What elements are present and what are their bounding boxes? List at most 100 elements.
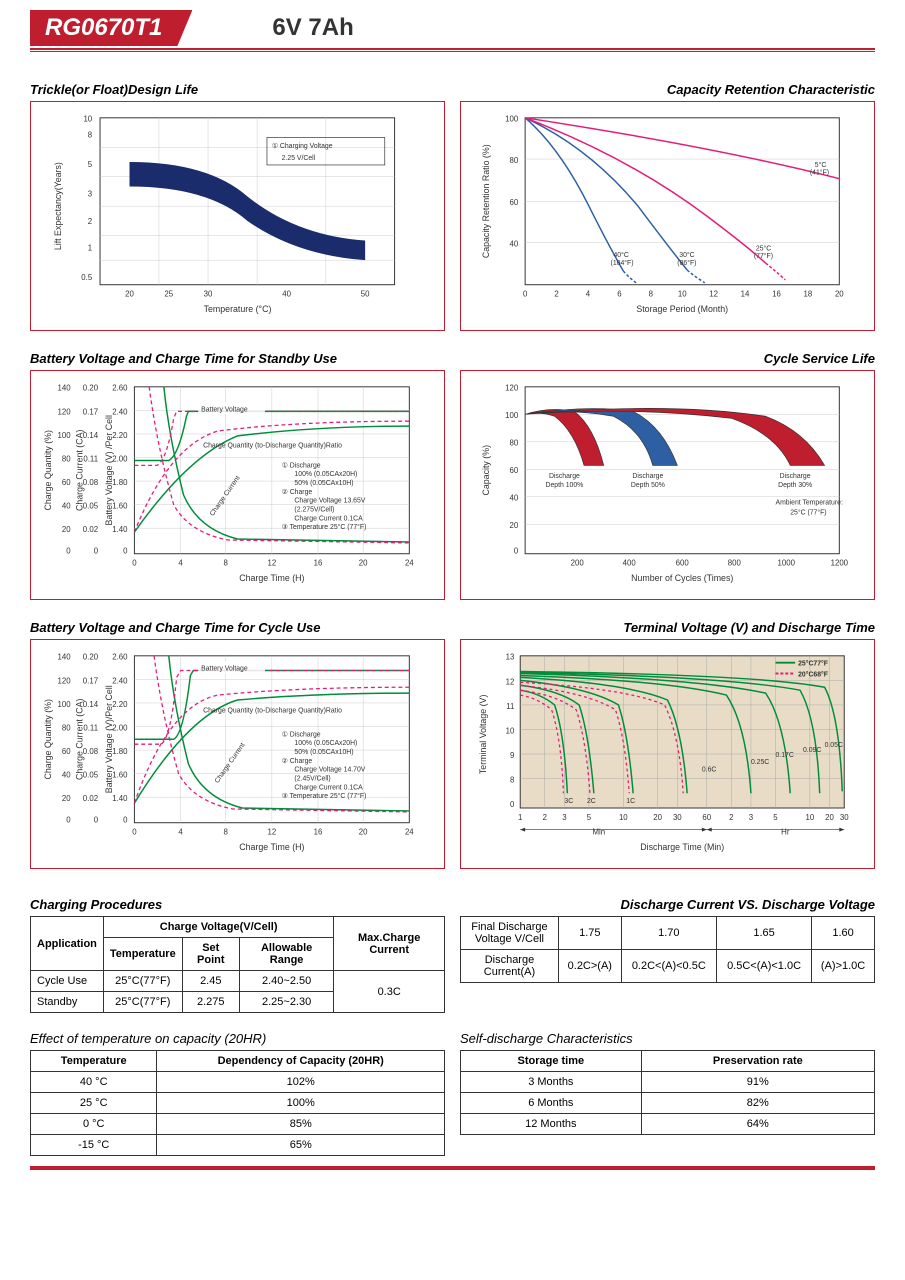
svg-text:2.20: 2.20 [112, 700, 128, 709]
svg-text:12: 12 [267, 559, 276, 568]
svg-text:Battery Voltage (V)/Per Cell: Battery Voltage (V)/Per Cell [104, 685, 114, 793]
svg-text:Charge Voltage 14.70V: Charge Voltage 14.70V [294, 767, 365, 774]
svg-text:(104°F): (104°F) [611, 259, 634, 267]
table-row: Cycle Use 25°C(77°F) 2.45 2.40~2.50 0.3C [31, 971, 445, 992]
svg-text:3C: 3C [564, 798, 573, 805]
svg-text:0.05C: 0.05C [825, 742, 843, 749]
header: RG0670T1 6V 7Ah [30, 10, 875, 52]
svg-text:25: 25 [164, 290, 173, 299]
th-allowable: Allowable Range [239, 938, 334, 971]
svg-text:60: 60 [62, 747, 71, 756]
svg-text:Battery Voltage: Battery Voltage [201, 406, 248, 413]
svg-text:140: 140 [57, 384, 71, 393]
svg-text:8: 8 [649, 290, 654, 299]
svg-text:6: 6 [617, 290, 622, 299]
svg-text:Min: Min [592, 828, 605, 837]
svg-text:0.17: 0.17 [83, 407, 98, 416]
svg-text:Charge Quantity (%): Charge Quantity (%) [43, 699, 53, 780]
svg-text:9: 9 [510, 751, 514, 760]
table-row: 6 Months82% [461, 1093, 875, 1114]
svg-text:10: 10 [83, 115, 92, 124]
svg-text:25°C77°F: 25°C77°F [798, 660, 828, 668]
spec-text: 6V 7Ah [272, 14, 353, 42]
svg-text:100% (0.05CAx20H): 100% (0.05CAx20H) [294, 740, 357, 747]
title-charging-proc: Charging Procedures [30, 897, 445, 912]
svg-text:2.40: 2.40 [112, 676, 128, 685]
svg-text:Charge Time (H): Charge Time (H) [239, 842, 304, 852]
svg-text:8: 8 [224, 828, 229, 837]
svg-text:0: 0 [132, 828, 137, 837]
svg-text:2: 2 [729, 813, 733, 822]
svg-text:Ambient Temperature:: Ambient Temperature: [776, 500, 843, 507]
svg-text:Lift Expectancy(Years): Lift Expectancy(Years) [53, 162, 63, 250]
svg-text:① Discharge: ① Discharge [282, 461, 321, 469]
svg-text:Depth 50%: Depth 50% [631, 482, 665, 489]
svg-text:20: 20 [510, 521, 519, 530]
svg-text:Charge Quantity (to-Discharge: Charge Quantity (to-Discharge Quantity)R… [203, 708, 342, 715]
svg-text:20: 20 [62, 794, 71, 803]
svg-text:0.05: 0.05 [83, 502, 99, 511]
svg-text:Discharge: Discharge [780, 473, 811, 480]
svg-text:20: 20 [825, 813, 834, 822]
svg-text:0.02: 0.02 [83, 525, 98, 534]
svg-text:2.00: 2.00 [112, 723, 128, 732]
svg-text:1.80: 1.80 [112, 478, 128, 487]
svg-text:600: 600 [676, 559, 690, 568]
svg-text:4: 4 [178, 559, 183, 568]
svg-text:20: 20 [359, 828, 368, 837]
svg-text:80: 80 [510, 156, 519, 165]
svg-text:Charge Current (CA): Charge Current (CA) [74, 429, 84, 511]
svg-text:Depth 30%: Depth 30% [778, 482, 812, 489]
svg-text:10: 10 [805, 813, 814, 822]
title-temp-capacity: Effect of temperature on capacity (20HR) [30, 1031, 445, 1046]
svg-text:120: 120 [57, 676, 71, 685]
svg-text:0.25C: 0.25C [751, 759, 769, 766]
svg-text:0.20: 0.20 [83, 384, 99, 393]
table-row: 0 °C85% [31, 1114, 445, 1135]
model-number: RG0670T1 [30, 10, 192, 46]
svg-text:100: 100 [57, 700, 71, 709]
svg-text:100: 100 [57, 431, 71, 440]
svg-text:50% (0.05CAx10H): 50% (0.05CAx10H) [294, 480, 353, 487]
svg-text:40: 40 [62, 502, 71, 511]
svg-text:4: 4 [178, 828, 183, 837]
svg-text:40°C: 40°C [614, 251, 629, 259]
chart-title-cycle-use: Battery Voltage and Charge Time for Cycl… [30, 620, 445, 635]
svg-text:140: 140 [57, 653, 71, 662]
svg-text:2.40: 2.40 [112, 407, 128, 416]
svg-text:200: 200 [571, 559, 585, 568]
svg-text:100: 100 [505, 411, 519, 420]
svg-text:100: 100 [505, 115, 519, 124]
svg-text:③ Temperature 25°C (77°F): ③ Temperature 25°C (77°F) [282, 792, 367, 800]
svg-text:0: 0 [514, 547, 519, 556]
svg-text:Charge Time (H): Charge Time (H) [239, 573, 304, 583]
svg-text:0.09C: 0.09C [803, 747, 821, 754]
svg-text:20: 20 [62, 525, 71, 534]
svg-text:Terminal Voltage (V): Terminal Voltage (V) [478, 695, 488, 775]
svg-text:0.5: 0.5 [81, 273, 93, 282]
svg-text:Charge Current 0.1CA: Charge Current 0.1CA [294, 515, 363, 522]
svg-text:100% (0.05CAx20H): 100% (0.05CAx20H) [294, 471, 357, 478]
chart-cycle-use: Battery Voltage Charge Quantity (to-Disc… [30, 639, 445, 869]
table-row: -15 °C65% [31, 1135, 445, 1156]
svg-text:0: 0 [94, 816, 99, 825]
svg-text:0.14: 0.14 [83, 700, 99, 709]
svg-text:3: 3 [749, 813, 754, 822]
svg-text:3: 3 [88, 189, 93, 198]
svg-text:1.40: 1.40 [112, 525, 128, 534]
svg-text:10: 10 [506, 726, 515, 735]
svg-text:0: 0 [523, 290, 528, 299]
svg-text:5°C: 5°C [815, 161, 827, 169]
svg-text:1: 1 [518, 813, 522, 822]
svg-text:12: 12 [506, 677, 515, 686]
title-self-discharge: Self-discharge Characteristics [460, 1031, 875, 1046]
svg-text:400: 400 [623, 559, 637, 568]
svg-text:0: 0 [132, 559, 137, 568]
svg-text:2.60: 2.60 [112, 653, 128, 662]
svg-text:2: 2 [543, 813, 547, 822]
svg-text:Depth 100%: Depth 100% [546, 482, 584, 489]
svg-text:5: 5 [587, 813, 592, 822]
svg-text:1.60: 1.60 [112, 771, 128, 780]
svg-text:(2.45V/Cell): (2.45V/Cell) [294, 776, 330, 783]
svg-text:60: 60 [702, 813, 711, 822]
